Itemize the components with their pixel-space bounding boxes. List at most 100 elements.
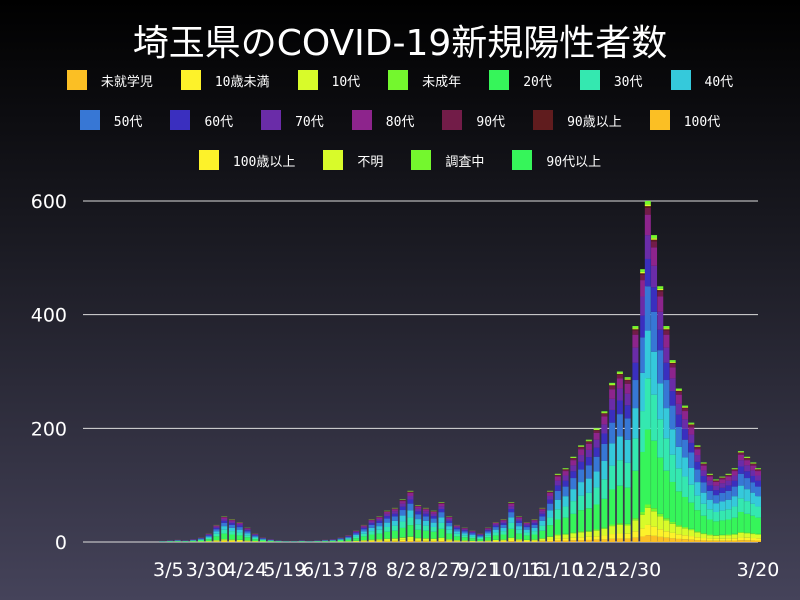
bar-segment — [267, 541, 274, 542]
bar-segment — [422, 509, 429, 512]
bar-segment — [422, 541, 429, 542]
bar-segment — [750, 534, 757, 539]
bar-segment — [244, 540, 251, 542]
x-tick-label: 11/10 — [529, 559, 584, 581]
bar-segment — [675, 525, 682, 527]
bar-segment — [547, 539, 554, 541]
bar-segment — [252, 533, 259, 535]
bar-segment — [669, 361, 676, 363]
bar-segment — [651, 526, 658, 536]
bar-segment — [337, 540, 344, 542]
legend-swatch — [323, 150, 344, 170]
bar-segment — [719, 479, 726, 484]
bar-segment — [228, 531, 235, 535]
bar-segment — [669, 391, 676, 406]
legend-item: 未成年 — [388, 70, 461, 90]
bar-segment — [675, 403, 682, 415]
bar-segment — [562, 469, 569, 472]
x-tick-label: 12/5 — [574, 559, 617, 581]
bar-segment — [236, 529, 243, 533]
x-tick-label: 9/21 — [457, 559, 500, 581]
bar-segment — [399, 521, 406, 528]
bar-segment — [644, 504, 651, 508]
bar-segment — [609, 524, 616, 527]
bar-segment — [360, 536, 367, 541]
legend-swatch — [170, 110, 191, 130]
bar-segment — [651, 508, 658, 512]
bar-segment — [508, 522, 515, 529]
bar-segment — [516, 522, 523, 527]
bar-segment — [329, 541, 336, 542]
bar-segment — [640, 372, 647, 412]
bar-segment — [485, 529, 491, 531]
bar-segment — [205, 533, 212, 535]
bar-segment — [744, 478, 751, 490]
bar-segment — [492, 524, 499, 526]
bar-segment — [593, 432, 600, 440]
bar-segment — [601, 527, 608, 529]
bar-segment — [616, 400, 623, 415]
bar-segment — [360, 529, 367, 532]
bar-segment — [731, 468, 738, 469]
bar-segment — [252, 534, 259, 535]
bar-segment — [731, 506, 738, 518]
bar-segment — [578, 482, 585, 496]
bar-segment — [446, 520, 453, 523]
bar-segment — [539, 509, 546, 512]
bar-segment — [719, 492, 726, 502]
bar-segment — [500, 524, 507, 528]
bar-segment — [744, 537, 751, 541]
bar-segment — [492, 529, 499, 533]
bar-segment — [477, 536, 484, 538]
bar-segment — [624, 405, 631, 419]
bar-segment — [682, 539, 689, 542]
bar-segment — [609, 465, 616, 490]
bar-segment — [755, 469, 761, 472]
bar-segment — [688, 427, 695, 435]
bar-segment — [516, 539, 523, 541]
bar-segment — [737, 460, 744, 467]
bar-segment — [609, 382, 616, 385]
bar-segment — [430, 538, 437, 541]
bar-segment — [744, 501, 751, 514]
bar-segment — [360, 526, 367, 528]
bar-segment — [644, 286, 651, 331]
bar-segment — [485, 531, 491, 534]
y-tick-label: 200 — [31, 418, 67, 440]
bar-segment — [675, 491, 682, 526]
bar-segment — [391, 538, 398, 541]
bar-segment — [391, 530, 398, 539]
bar-segment — [694, 482, 701, 496]
bar-segment — [244, 530, 251, 532]
bar-segment — [430, 513, 437, 517]
bar-segment — [744, 456, 751, 458]
bar-segment — [624, 380, 631, 384]
bar-segment — [593, 456, 600, 472]
bar-segment — [391, 541, 398, 542]
bar-segment — [236, 532, 243, 536]
bar-segment — [430, 540, 437, 542]
bar-segment — [368, 534, 375, 540]
bar-segment — [500, 521, 507, 524]
bar-segment — [601, 413, 608, 414]
legend-item: 未就学児 — [66, 70, 153, 90]
bar-segment — [624, 487, 631, 524]
bar-segment — [516, 516, 523, 518]
bar-segment — [663, 380, 670, 409]
bar-segment — [755, 534, 761, 539]
bar-segment — [516, 520, 523, 523]
bar-segment — [570, 478, 577, 490]
bar-segment — [438, 508, 445, 513]
bar-segment — [228, 540, 235, 542]
bar-segment — [578, 469, 585, 483]
legend-item: 20代 — [489, 70, 552, 90]
bar-segment — [640, 273, 647, 275]
bar-segment — [477, 537, 484, 540]
bar-segment — [593, 430, 600, 431]
bar-segment — [657, 536, 664, 542]
bar-segment — [368, 539, 375, 541]
bar-segment — [221, 518, 228, 521]
bar-segment — [197, 538, 204, 540]
bar-segment — [700, 475, 707, 483]
